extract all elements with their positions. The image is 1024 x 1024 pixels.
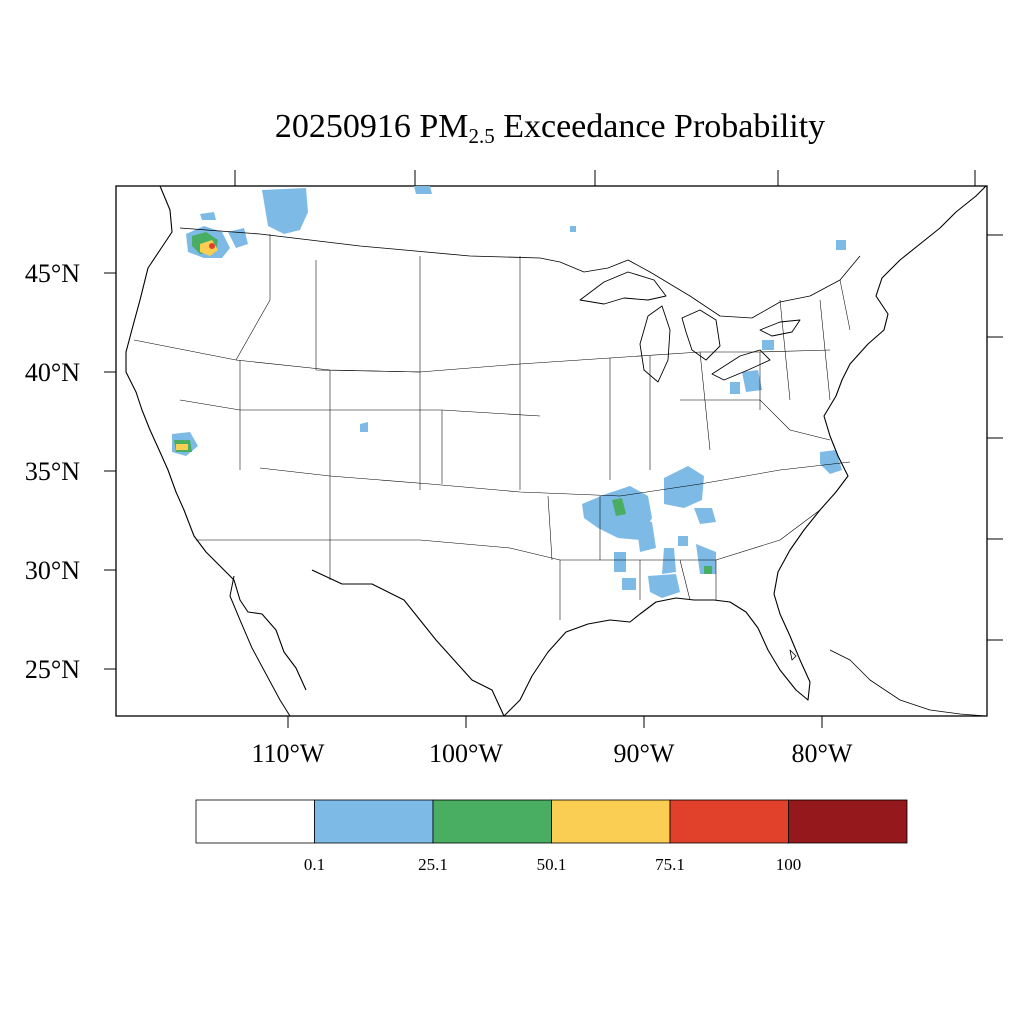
blob-virginia — [820, 450, 842, 474]
blob-alabama-green — [704, 566, 712, 574]
lat-label: 30°N — [25, 556, 80, 585]
colorbar-swatch — [195, 799, 315, 844]
map-title: 20250916 PM2.5 Exceedance Probability — [0, 108, 1024, 149]
blob-nevada-small — [360, 422, 368, 432]
colorbar-swatch — [788, 799, 908, 844]
blob-ny — [762, 340, 774, 350]
colorbar-label: 50.1 — [537, 855, 567, 874]
baja-coast — [229, 575, 291, 717]
title-prefix: PM — [419, 108, 469, 145]
colorbar-label: 100 — [776, 855, 802, 874]
blob-gulf-2 — [648, 574, 680, 598]
canada-border — [179, 227, 861, 319]
blob-mi-dot — [570, 226, 576, 232]
blob-arkansas-green — [612, 498, 626, 516]
florida-keys — [789, 649, 987, 717]
great-lakes — [579, 271, 801, 383]
blob-alabama — [694, 508, 716, 524]
blob-maine — [836, 240, 846, 250]
title-subscript: 2.5 — [468, 124, 495, 148]
map-frame — [115, 185, 988, 717]
lon-label: 100°W — [429, 739, 503, 768]
colorbar-swatch — [551, 799, 671, 844]
colorbar-label: 75.1 — [655, 855, 685, 874]
lon-label: 110°W — [252, 739, 325, 768]
blob-montana-north — [262, 188, 308, 234]
colorbar-swatch — [432, 799, 552, 844]
axis-ticks — [104, 170, 1003, 728]
blob-ohio-2 — [730, 382, 740, 394]
lat-label: 25°N — [25, 655, 80, 684]
blob-gulf-1 — [622, 578, 636, 590]
lon-label: 90°W — [614, 739, 675, 768]
blob-tennessee — [664, 466, 704, 508]
blob-al-mid — [662, 548, 676, 574]
blob-mississippi — [636, 520, 656, 552]
blob-canada-east — [414, 186, 432, 194]
colorbar-swatch — [669, 799, 789, 844]
colorbar-label: 0.1 — [304, 855, 325, 874]
blob-washington-red — [209, 243, 215, 249]
coastlines-and-borders — [125, 185, 987, 717]
blob-ohio — [742, 370, 762, 392]
blob-ms-south — [614, 552, 626, 572]
colorbar-swatch — [314, 799, 434, 844]
probability-areas — [172, 186, 846, 598]
blob-california-yellow — [176, 444, 188, 450]
state-lines — [133, 234, 851, 620]
colorbar-label: 25.1 — [418, 855, 448, 874]
title-date: 20250916 — [274, 108, 411, 145]
latitude-labels: 45°N 40°N 35°N 30°N 25°N — [25, 259, 80, 684]
longitude-labels: 110°W 100°W 90°W 80°W — [252, 739, 853, 768]
lat-label: 45°N — [25, 259, 80, 288]
us-outline — [125, 185, 987, 717]
lat-label: 40°N — [25, 358, 80, 387]
lon-label: 80°W — [792, 739, 853, 768]
lat-label: 35°N — [25, 457, 80, 486]
blob-al-small — [678, 536, 688, 546]
colorbar: 0.1 25.1 50.1 75.1 100 — [195, 799, 908, 874]
blob-wa-north — [200, 212, 216, 220]
title-suffix: Exceedance Probability — [503, 108, 826, 145]
